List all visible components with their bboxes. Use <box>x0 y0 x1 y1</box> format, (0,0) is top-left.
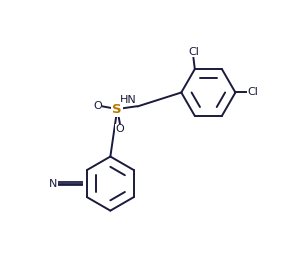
Text: HN: HN <box>120 95 136 105</box>
Text: S: S <box>112 103 122 116</box>
Text: Cl: Cl <box>248 87 259 98</box>
Text: O: O <box>93 101 102 111</box>
Text: Cl: Cl <box>188 47 199 57</box>
Text: N: N <box>49 179 57 188</box>
Text: O: O <box>116 124 124 134</box>
